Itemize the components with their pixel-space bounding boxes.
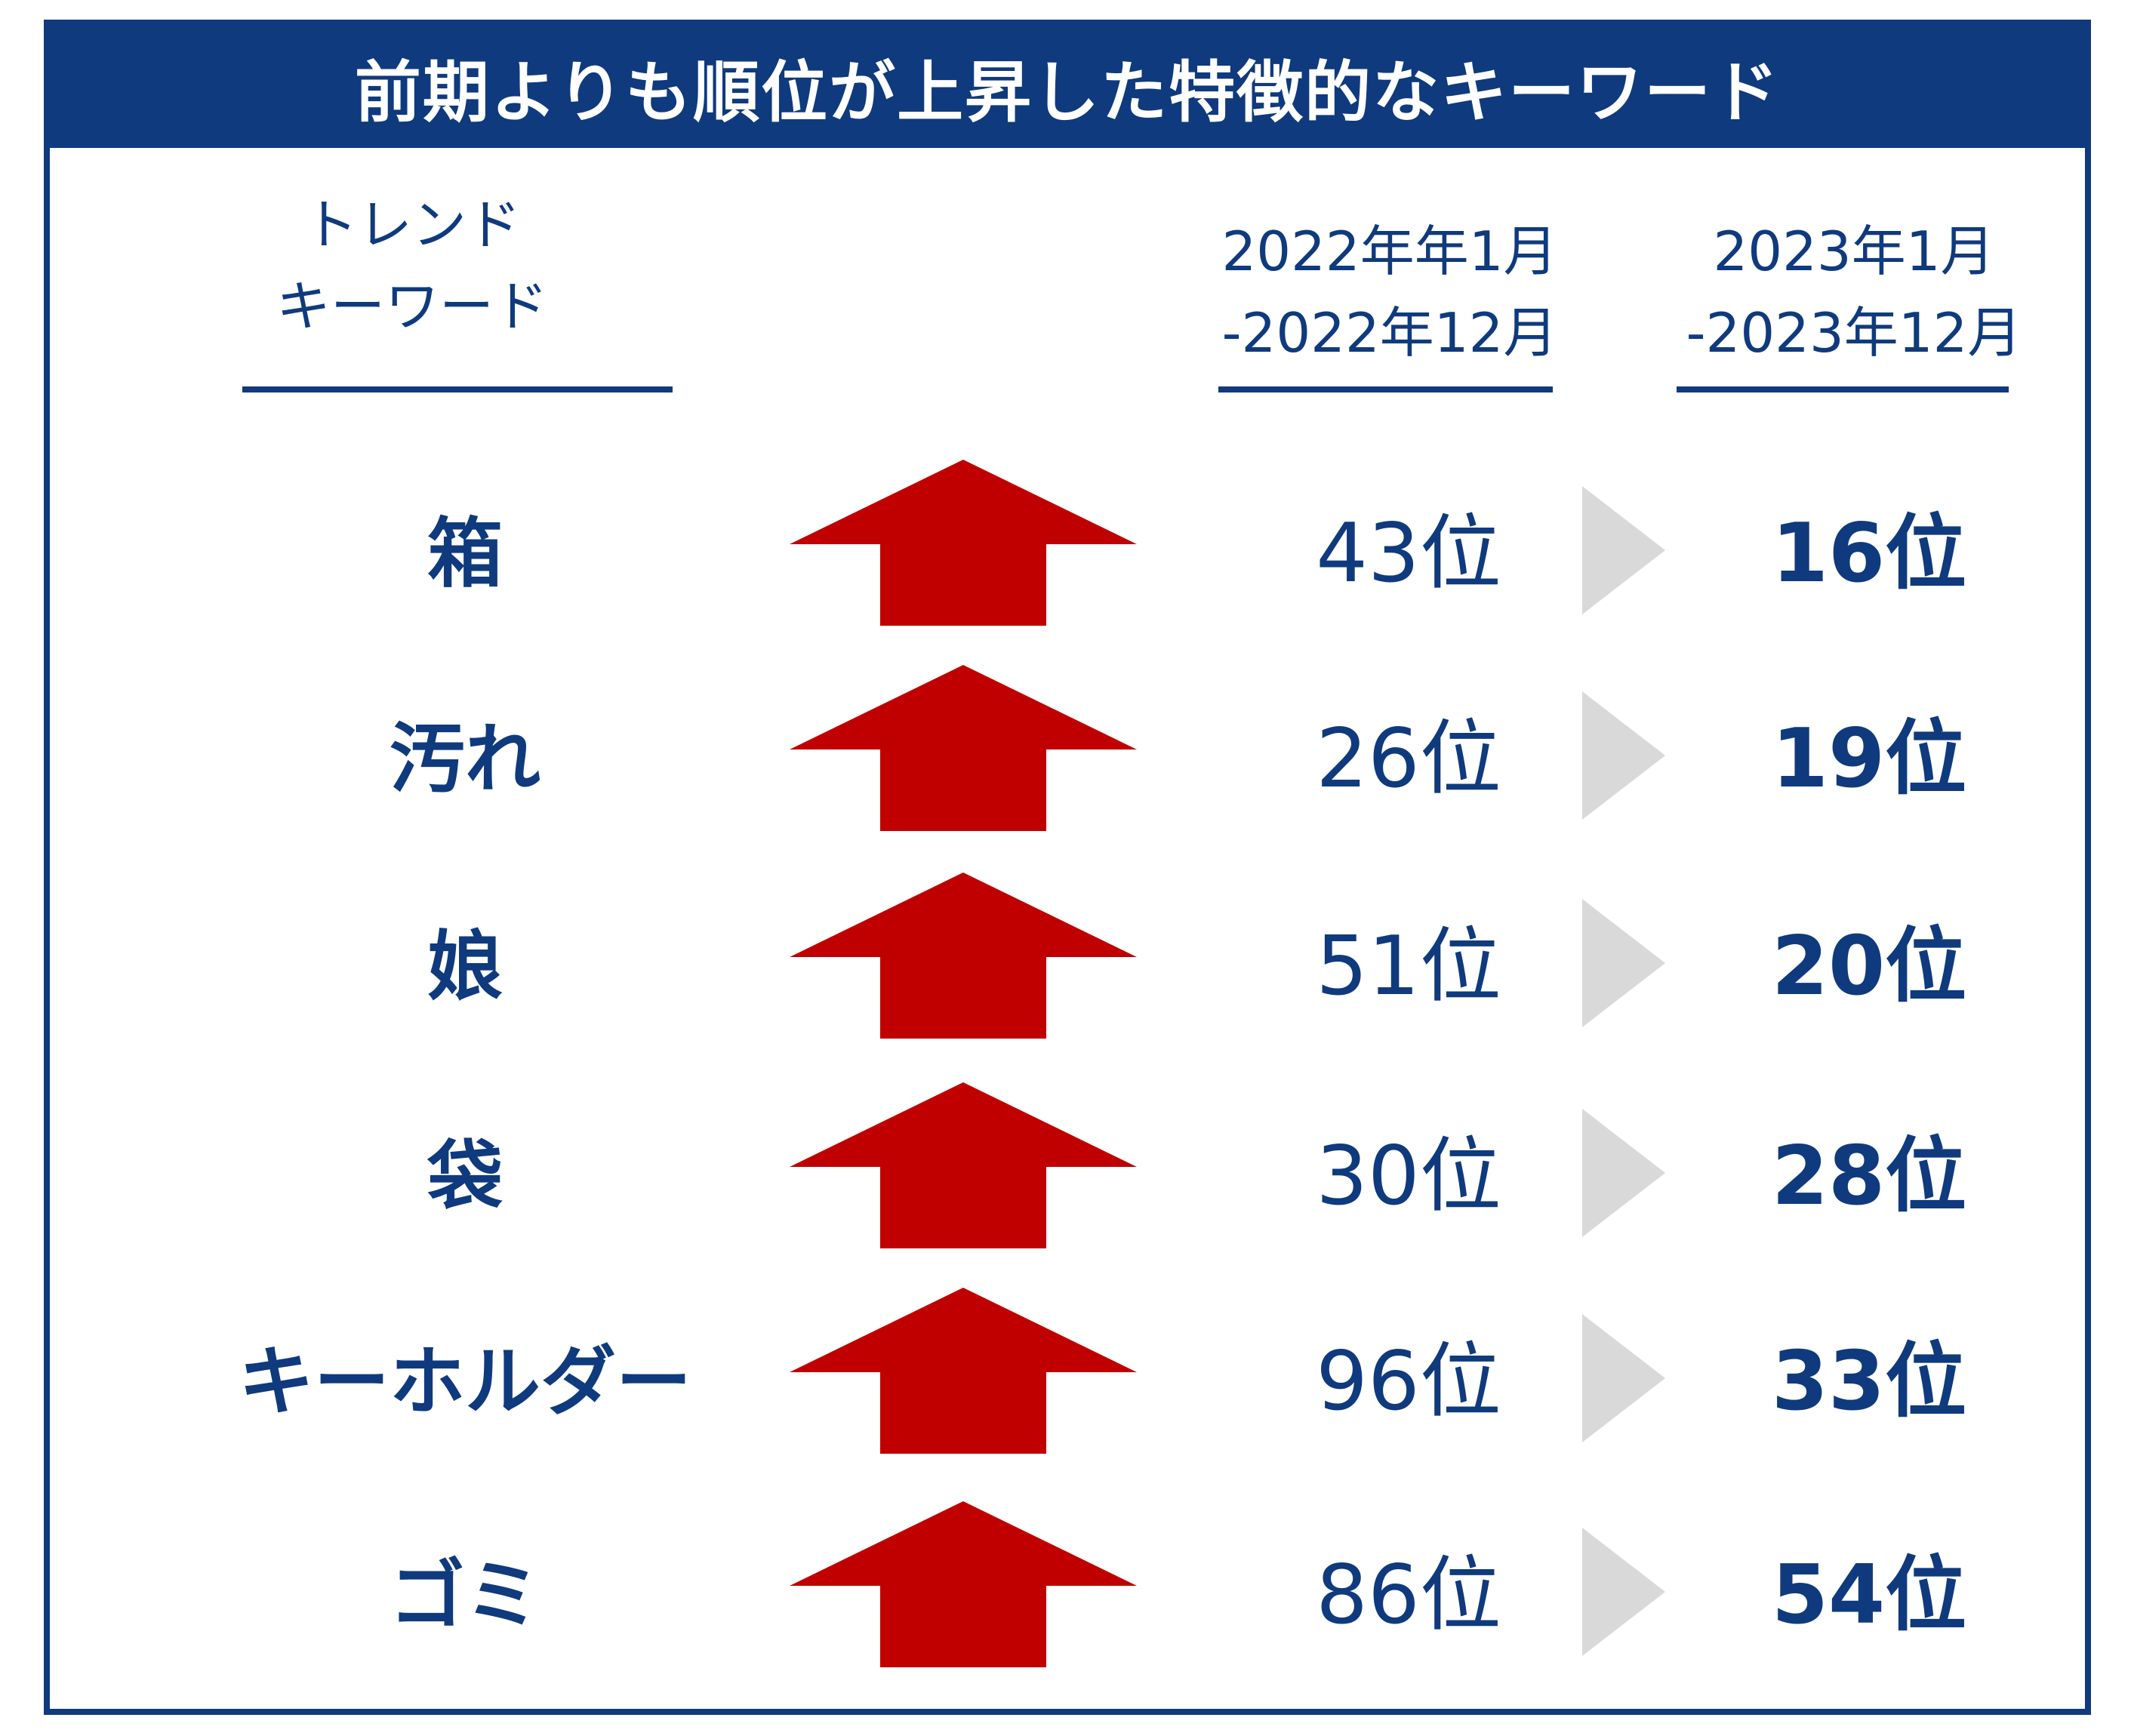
keyword-row: 娘 51位 20位 <box>50 873 2085 1046</box>
header-prev-underline <box>1218 386 1553 392</box>
prev-rank: 51位 <box>1316 919 1501 1014</box>
keyword-label: 箱 <box>427 509 503 598</box>
keyword-row: 袋 30位 28位 <box>50 1082 2085 1256</box>
keyword-label: 娘 <box>427 922 503 1011</box>
current-rank: 16位 <box>1771 506 1967 601</box>
chevron-right-icon <box>1582 899 1665 1027</box>
header-cur-underline <box>1677 386 2009 392</box>
up-arrow-icon <box>790 1288 1137 1454</box>
prev-rank: 43位 <box>1316 506 1501 601</box>
header-prev-period: 2022年年1月 -2022年12月 <box>1193 211 1586 374</box>
current-rank: 33位 <box>1771 1334 1967 1429</box>
prev-rank: 96位 <box>1316 1334 1501 1429</box>
chevron-right-icon <box>1582 1314 1665 1442</box>
header-cur-period: 2023年1月 -2023年12月 <box>1658 211 2050 374</box>
up-arrow-icon <box>790 1082 1137 1248</box>
keyword-row: 箱 43位 16位 <box>50 460 2085 633</box>
chevron-right-icon <box>1582 486 1665 614</box>
header-keyword: トレンド キーワード <box>201 184 624 347</box>
up-arrow-icon <box>790 460 1137 626</box>
header-prev-line2: -2022年12月 <box>1221 301 1558 365</box>
current-rank: 19位 <box>1771 712 1967 806</box>
up-arrow-icon <box>790 665 1137 831</box>
header-prev-line1: 2022年年1月 <box>1221 220 1558 283</box>
page-title: 前期よりも順位が上昇した特徴的なキーワード <box>354 53 1781 131</box>
keyword-ranking-panel: 前期よりも順位が上昇した特徴的なキーワード トレンド キーワード 2022年年1… <box>44 20 2091 1715</box>
keyword-label: 袋 <box>427 1131 503 1220</box>
current-rank: 20位 <box>1771 919 1967 1014</box>
header-cur-line1: 2023年1月 <box>1713 220 1995 283</box>
keyword-label: 汚れ <box>390 714 540 803</box>
up-arrow-icon <box>790 873 1137 1039</box>
up-arrow-icon <box>790 1501 1137 1667</box>
keyword-label: ゴミ <box>390 1550 540 1639</box>
prev-rank: 26位 <box>1316 712 1501 806</box>
current-rank: 28位 <box>1771 1129 1967 1224</box>
header-keyword-line2: キーワード <box>276 275 548 338</box>
prev-rank: 30位 <box>1316 1129 1501 1224</box>
keyword-label: キーホルダー <box>239 1337 691 1426</box>
chevron-right-icon <box>1582 1109 1665 1237</box>
prev-rank: 86位 <box>1316 1548 1501 1642</box>
chevron-right-icon <box>1582 691 1665 820</box>
header-keyword-underline <box>242 386 673 392</box>
current-rank: 54位 <box>1771 1548 1967 1642</box>
keyword-row: 汚れ 26位 19位 <box>50 665 2085 839</box>
chevron-right-icon <box>1582 1528 1665 1656</box>
title-bar: 前期よりも順位が上昇した特徴的なキーワード <box>50 26 2085 148</box>
keyword-row: ゴミ 86位 54位 <box>50 1501 2085 1675</box>
header-keyword-line1: トレンド <box>303 193 521 257</box>
header-cur-line2: -2023年12月 <box>1686 301 2022 365</box>
keyword-row: キーホルダー 96位 33位 <box>50 1288 2085 1461</box>
